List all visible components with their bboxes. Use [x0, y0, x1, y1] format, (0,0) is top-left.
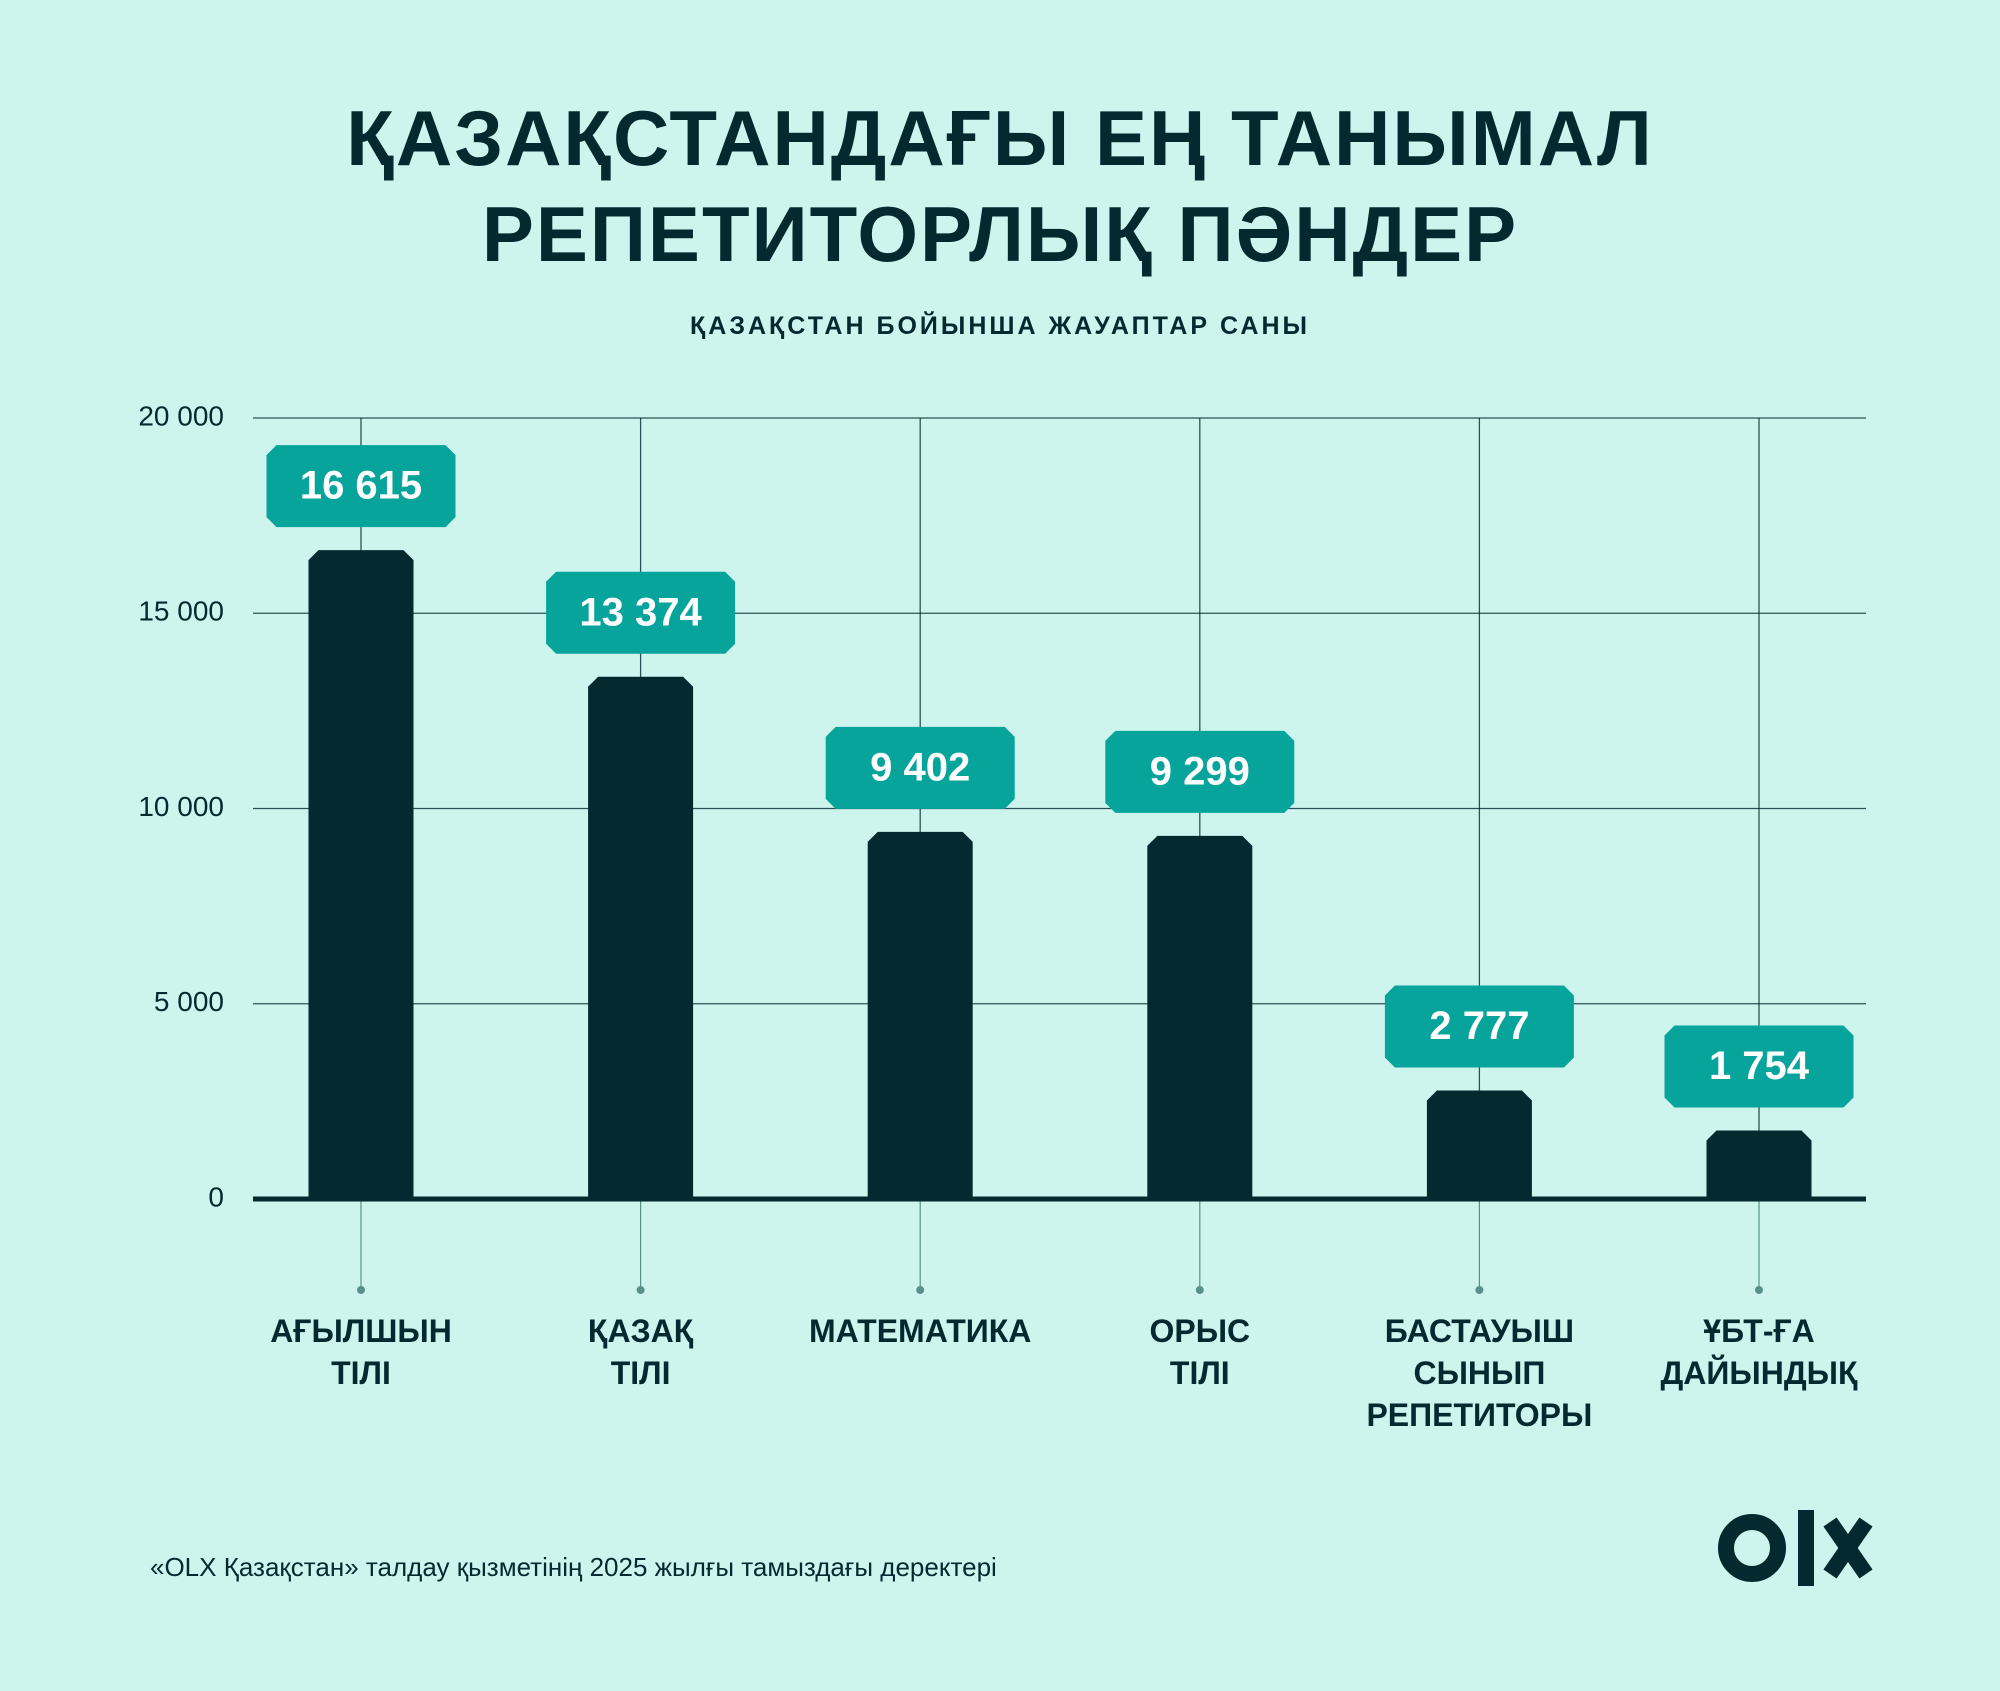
x-tick-label: АҒЫЛШЫН ТІЛІ [270, 1313, 452, 1391]
label-dot [1195, 1286, 1204, 1294]
y-tick-label: 10 000 [138, 791, 224, 822]
bar [1426, 1090, 1532, 1199]
x-tick-label: БАСТАУЫШ СЫНЫП РЕПЕТИТОРЫ [1366, 1313, 1593, 1433]
x-tick-label: ҚАЗАҚ ТІЛІ [587, 1313, 694, 1391]
value-label: 9 402 [870, 745, 970, 789]
x-tick-label: ҰБТ-ҒА ДАЙЫНДЫҚ [1660, 1313, 1858, 1391]
value-label: 13 374 [579, 590, 702, 634]
label-dot [1755, 1286, 1763, 1294]
bar [1706, 1130, 1812, 1199]
value-label-box [546, 571, 736, 654]
y-tick-label: 0 [208, 1181, 224, 1212]
value-label: 1 754 [1709, 1044, 1810, 1088]
bar [1147, 835, 1253, 1199]
label-dot [916, 1286, 925, 1294]
label-dot [357, 1286, 365, 1294]
x-tick-label: ОРЫС ТІЛІ [1149, 1313, 1251, 1391]
value-label-box [1384, 985, 1574, 1068]
value-label: 2 777 [1429, 1004, 1529, 1048]
source-note: «OLX Қазақстан» талдау қызметінің 2025 ж… [150, 1552, 997, 1582]
y-tick-label: 5 000 [154, 986, 224, 1017]
y-tick-label: 15 000 [138, 596, 224, 627]
olx-logo [1718, 1510, 1873, 1586]
bar [867, 831, 973, 1199]
value-label-box [1105, 730, 1295, 813]
label-dot [636, 1286, 645, 1294]
x-tick-label: МАТЕМАТИКА [808, 1313, 1032, 1349]
bar [308, 550, 414, 1199]
value-label: 9 299 [1150, 749, 1250, 793]
y-tick-label: 20 000 [138, 400, 224, 431]
value-label-box [825, 726, 1015, 809]
value-label: 16 615 [300, 464, 422, 508]
label-dot [1475, 1286, 1484, 1294]
value-label-box [1664, 1025, 1854, 1108]
value-label-box [266, 445, 456, 528]
chart-title: ҚАЗАҚСТАНДАҒЫ ЕҢ ТАНЫМАЛ РЕПЕТИТОРЛЫҚ ПӘ… [346, 94, 1654, 278]
bar [588, 676, 694, 1199]
chart-subtitle: ҚАЗАҚСТАН БОЙЫНША ЖАУАПТАР САНЫ [690, 312, 1310, 340]
